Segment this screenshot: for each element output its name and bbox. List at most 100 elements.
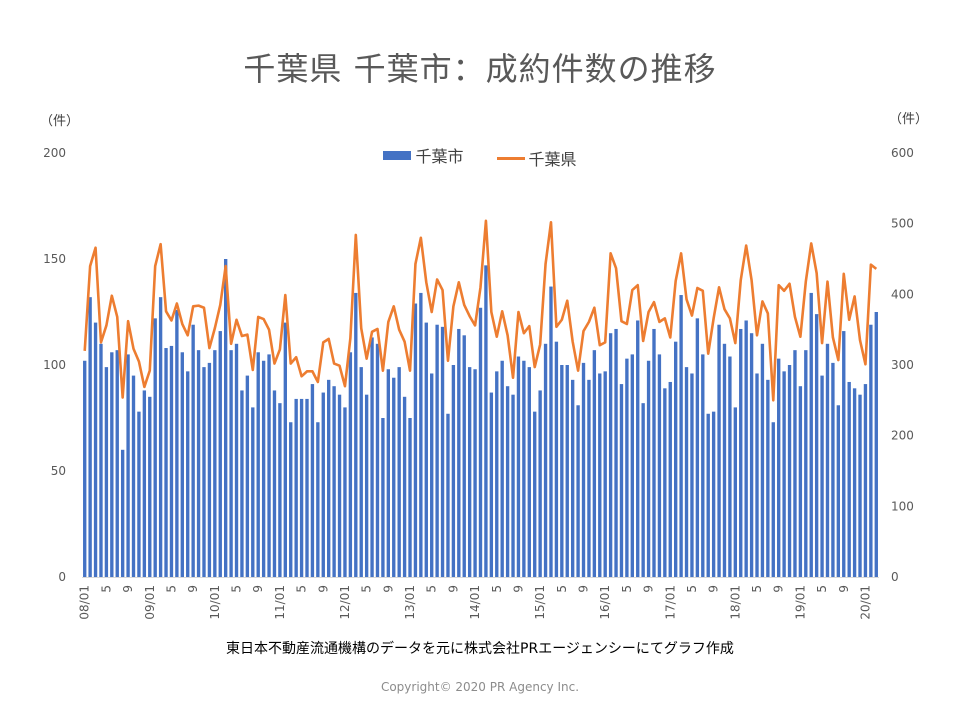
bar — [148, 396, 152, 577]
bar — [722, 343, 727, 577]
bar — [359, 367, 363, 577]
bar — [218, 331, 222, 577]
x-tick-label: 5 — [164, 585, 178, 593]
legend-bar-label: 千葉市 — [415, 147, 464, 166]
bar — [180, 352, 184, 577]
bar — [310, 384, 315, 577]
bar — [223, 259, 228, 577]
bar — [484, 265, 488, 577]
bar — [489, 392, 494, 577]
x-tick-label: 9 — [381, 585, 395, 593]
y-left-tick-label: 200 — [43, 146, 66, 160]
bar — [299, 398, 304, 577]
bar — [771, 422, 775, 577]
series-line-千葉県 — [83, 219, 878, 402]
bar — [451, 365, 456, 577]
bar — [440, 326, 445, 577]
bar — [196, 350, 201, 577]
bar — [690, 373, 694, 577]
legend-line-label: 千葉県 — [528, 150, 577, 169]
bar — [408, 418, 412, 577]
bar — [646, 360, 651, 577]
bar — [766, 379, 770, 577]
y-left-tick-label: 50 — [51, 464, 66, 478]
bar — [587, 379, 591, 577]
bar — [825, 343, 830, 577]
legend-item-line: 千葉県 — [496, 146, 577, 170]
bar — [462, 335, 466, 577]
bar — [679, 295, 683, 577]
bar — [240, 390, 244, 577]
bar — [478, 307, 483, 577]
bar — [657, 354, 662, 577]
x-tick-label: 17/01 — [663, 585, 677, 620]
bar — [126, 354, 130, 577]
y-left-tick-label: 150 — [43, 252, 66, 266]
bar — [261, 360, 266, 577]
bar — [316, 422, 320, 577]
y-right-tick-label: 100 — [891, 499, 914, 513]
x-tick-label: 9 — [251, 585, 265, 593]
y-left-tick-label: 0 — [58, 570, 66, 584]
y-right-tick-label: 600 — [891, 146, 914, 160]
bar — [164, 348, 168, 577]
bar — [473, 369, 477, 577]
bar — [446, 413, 450, 577]
x-tick-label: 5 — [99, 585, 113, 593]
bar — [511, 394, 515, 577]
bar — [652, 328, 656, 577]
x-tick-label: 18/01 — [728, 585, 742, 620]
x-tick-label: 10/01 — [208, 585, 222, 620]
bar — [516, 356, 521, 577]
bar — [354, 292, 358, 577]
x-tick-label: 14/01 — [468, 585, 482, 620]
bar — [375, 343, 380, 577]
bar — [435, 324, 439, 577]
y-right-tick-label: 0 — [891, 570, 899, 584]
bar — [847, 381, 851, 577]
bar — [598, 373, 602, 577]
bar — [267, 354, 271, 577]
bar — [874, 312, 878, 577]
bar — [668, 381, 672, 577]
bar — [419, 292, 423, 577]
bar — [592, 350, 597, 577]
bar — [684, 367, 689, 577]
bar — [175, 309, 179, 577]
bar — [755, 373, 759, 577]
bar — [424, 322, 428, 577]
bar — [305, 398, 309, 577]
bar — [500, 360, 504, 577]
x-tick-label: 5 — [815, 585, 829, 593]
bar — [782, 371, 786, 577]
bar — [706, 413, 710, 577]
bar — [137, 411, 141, 577]
bar — [603, 371, 607, 577]
bar — [728, 356, 732, 577]
bar — [207, 362, 212, 577]
bar — [625, 358, 629, 577]
bar — [749, 333, 754, 577]
x-tick-label: 19/01 — [793, 585, 807, 620]
x-tick-label: 9 — [577, 585, 591, 593]
bar — [863, 384, 868, 577]
x-tick-label: 5 — [685, 585, 699, 593]
bar — [402, 396, 407, 577]
x-tick-label: 9 — [707, 585, 721, 593]
bar — [733, 407, 738, 577]
x-tick-label: 5 — [295, 585, 309, 593]
legend-line-swatch — [496, 156, 525, 160]
source-note: 東日本不動産流通機構のデータを元に株式会社PRエージェンシーにてグラフ作成 — [226, 641, 734, 657]
bar — [560, 365, 564, 577]
y-left-tick-label: 100 — [43, 358, 66, 372]
bar — [120, 449, 125, 577]
bar — [202, 367, 206, 577]
right-axis-unit: （件） — [889, 112, 929, 127]
bar — [538, 390, 542, 577]
bar — [744, 320, 748, 577]
bar — [842, 331, 846, 577]
bar — [370, 337, 374, 577]
bar — [229, 350, 233, 577]
bar — [332, 386, 336, 577]
